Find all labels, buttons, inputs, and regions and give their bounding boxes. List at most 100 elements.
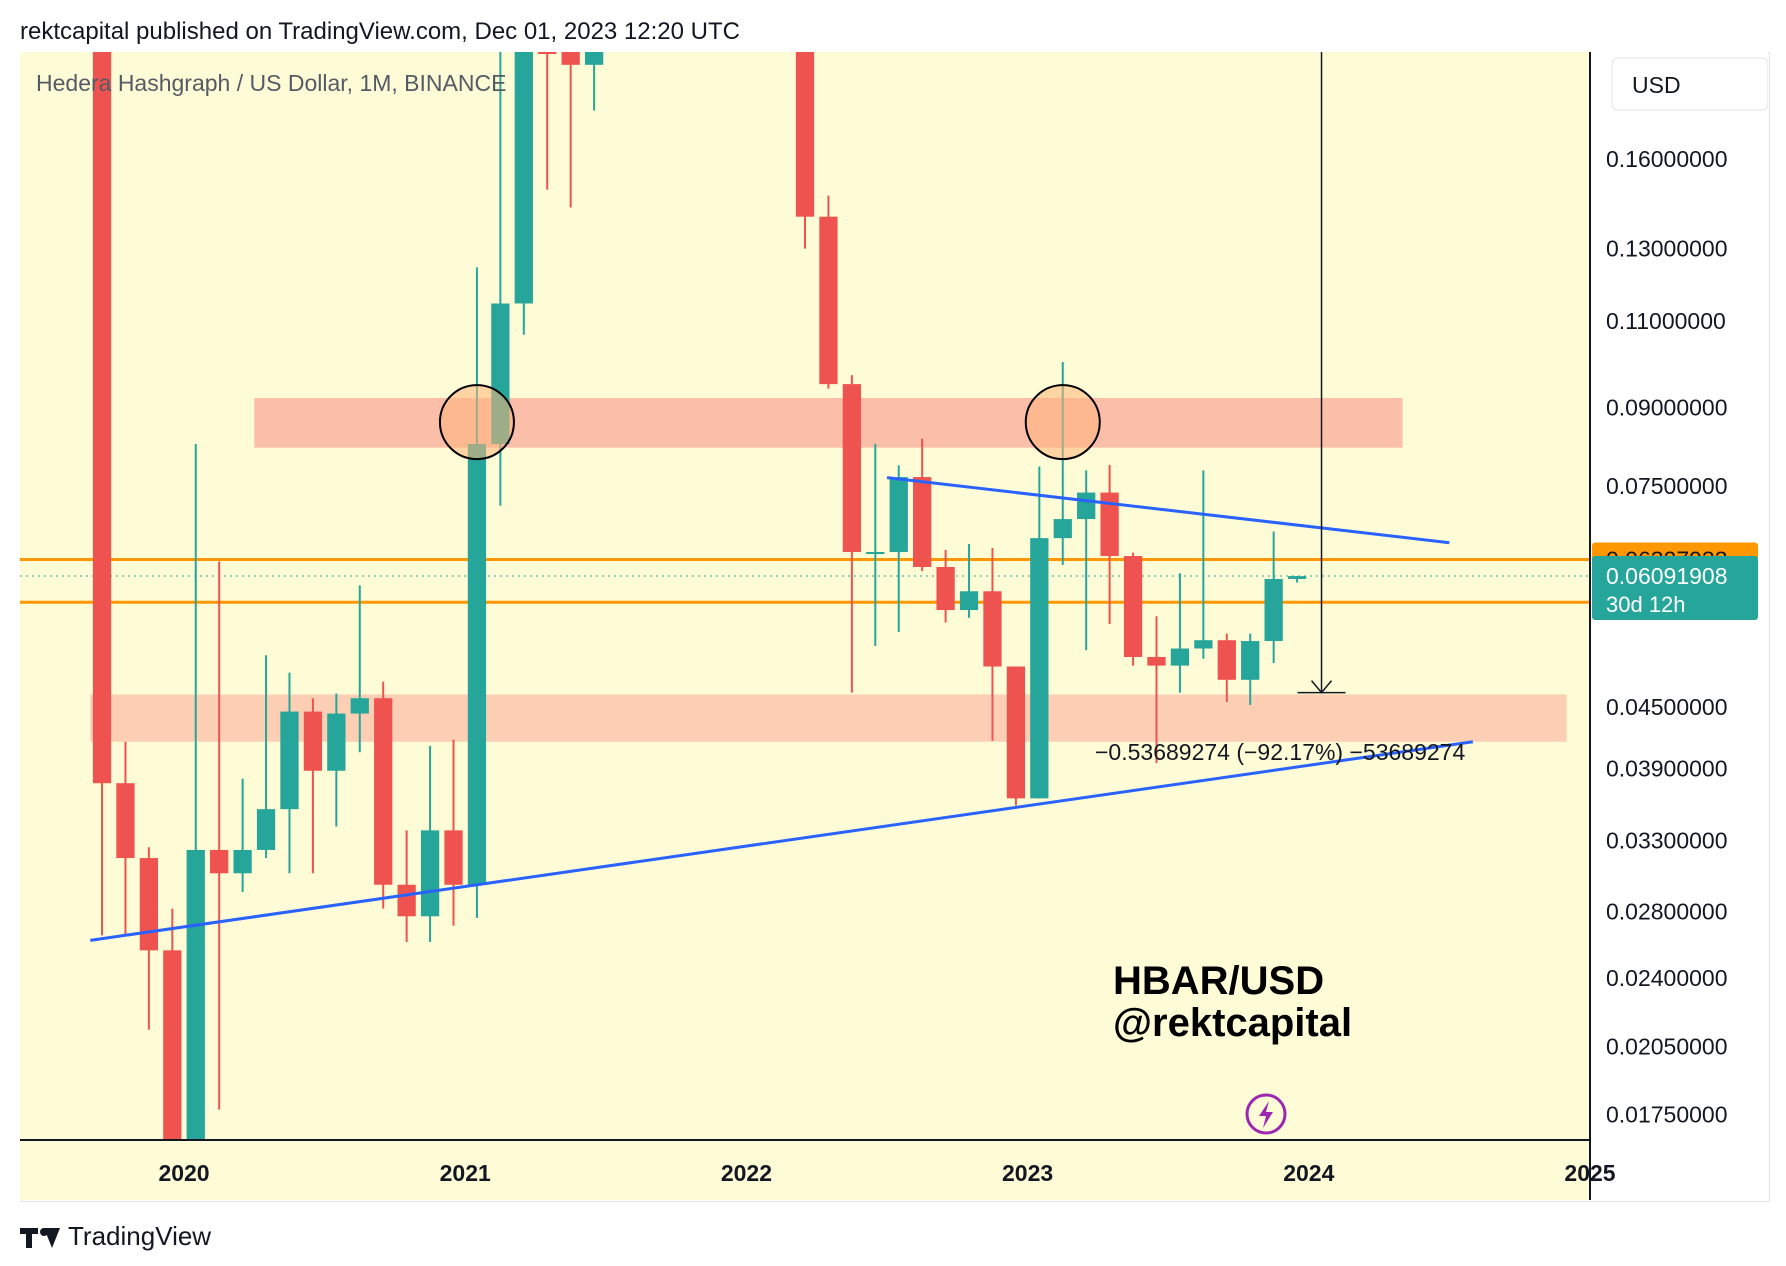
candle-body — [233, 849, 252, 874]
time-axis: 2020 2021 2022 2023 2024 2025 — [158, 1160, 1615, 1186]
candle-2020-11 — [420, 745, 440, 942]
published-header: rektcapital published on TradingView.com… — [20, 18, 740, 45]
time-tick-label: 2025 — [1564, 1160, 1615, 1186]
candle-2021-01 — [467, 267, 487, 918]
candle-body — [819, 216, 838, 385]
candle-body — [397, 884, 416, 917]
candle-2020-09 — [374, 681, 393, 909]
candle-body — [1241, 641, 1260, 680]
last-price-text: 0.06091908 — [1606, 563, 1728, 589]
currency-selector-box[interactable] — [1611, 57, 1768, 111]
candle-body — [420, 830, 440, 917]
candle-2023-05 — [1123, 552, 1143, 666]
candle-body — [327, 713, 346, 771]
candle-2023-10 — [1241, 633, 1260, 705]
price-tick-label: 0.02400000 — [1606, 965, 1728, 991]
candle-2022-07 — [889, 465, 908, 633]
lightning-icon-ring[interactable] — [1245, 1093, 1287, 1135]
candle-2020-03 — [233, 778, 252, 893]
candle-body — [983, 591, 1002, 667]
candle-body — [795, 52, 815, 217]
candle-body — [1217, 640, 1236, 680]
candle-body — [1077, 492, 1096, 520]
price-tick-label: 0.01750000 — [1606, 1102, 1728, 1128]
candle-body — [444, 830, 463, 885]
candle-body — [350, 698, 369, 714]
upper-trendline — [886, 476, 1450, 545]
price-tick-label: 0.16000000 — [1606, 146, 1728, 172]
candle-2023-04 — [1100, 464, 1119, 625]
candle-2019-09 — [92, 52, 112, 936]
candle-body — [561, 52, 580, 65]
candle-2021-04 — [538, 52, 557, 190]
symbol-title: Hedera Hashgraph / US Dollar, 1M, BINANC… — [36, 70, 506, 96]
candle-2022-03 — [795, 52, 815, 249]
candle-2021-06 — [584, 52, 604, 111]
candle-body — [1100, 492, 1119, 557]
candle-2022-04 — [819, 195, 838, 389]
candle-2022-06 — [866, 443, 885, 647]
chart-canvas[interactable]: Hedera Hashgraph / US Dollar, 1M, BINANC… — [20, 52, 1768, 1200]
candle-2022-05 — [842, 375, 862, 693]
price-tick-label: 0.02050000 — [1606, 1033, 1728, 1059]
candle-body — [1006, 666, 1026, 799]
candle-body — [866, 551, 885, 554]
candle-body — [116, 783, 135, 859]
candle-2022-09 — [936, 549, 955, 623]
lightning-icon-bolt[interactable] — [1259, 1101, 1273, 1128]
candle-2020-06 — [303, 698, 323, 874]
time-tick-label: 2024 — [1283, 1160, 1334, 1186]
price-axis-background — [1590, 52, 1768, 1200]
candle-2020-07 — [327, 693, 346, 827]
candle-2020-04 — [256, 655, 276, 859]
time-tick-label: 2022 — [721, 1160, 772, 1186]
watermark-handle: @rektcapital — [1113, 1001, 1352, 1045]
candle-body — [936, 566, 955, 611]
candle-body — [514, 52, 533, 304]
candle-2021-05 — [561, 52, 580, 208]
time-tick-label: 2021 — [440, 1160, 491, 1186]
price-tick-label: 0.11000000 — [1606, 308, 1726, 334]
candle-2022-08 — [913, 438, 932, 572]
footer-brand[interactable]: TradingView — [20, 1218, 211, 1254]
candle-body — [210, 849, 229, 874]
candle-2023-11 — [1264, 531, 1283, 664]
currency-selector[interactable]: USD — [1611, 57, 1768, 111]
candle-body — [303, 711, 323, 771]
candle-2020-10 — [397, 830, 416, 942]
candle-2019-11 — [139, 847, 159, 1030]
candle-body — [1030, 538, 1049, 799]
time-tick-label: 2020 — [158, 1160, 209, 1186]
candle-2021-03 — [514, 52, 533, 335]
candle-2023-08 — [1194, 470, 1213, 659]
candle-2023-09 — [1217, 633, 1236, 702]
lower-trendline — [90, 740, 1474, 942]
price-tick-label: 0.09000000 — [1606, 394, 1728, 420]
overlays-layer — [90, 52, 1474, 942]
candle-body — [1147, 656, 1166, 666]
candle-body — [139, 858, 159, 951]
candle-body — [889, 477, 908, 552]
candle-body — [1287, 576, 1307, 579]
brand-name: TradingView — [68, 1220, 212, 1251]
candle-2020-05 — [280, 672, 299, 874]
candle-2023-06 — [1147, 616, 1166, 764]
highlight-circle-1 — [438, 384, 515, 461]
candle-2020-01 — [186, 443, 205, 1140]
candle-body — [163, 950, 182, 1140]
countdown-text: 30d 12h — [1606, 592, 1686, 617]
currency-label[interactable]: USD — [1632, 72, 1681, 98]
candle-body — [280, 711, 299, 810]
lightning-icon[interactable] — [1245, 1093, 1287, 1135]
time-axis-background — [20, 1140, 1590, 1200]
price-tick-label: 0.13000000 — [1606, 236, 1728, 262]
candle-body — [913, 477, 932, 567]
watermark: HBAR/USD @rektcapital — [1113, 959, 1352, 1045]
candle-2023-01 — [1030, 466, 1049, 799]
price-tick-label: 0.04500000 — [1606, 694, 1728, 720]
candle-2022-12 — [1006, 666, 1026, 806]
resistance-zone — [254, 397, 1403, 448]
candle-2020-12 — [444, 739, 463, 926]
time-tick-label: 2023 — [1002, 1160, 1053, 1186]
candle-body — [1123, 556, 1143, 657]
